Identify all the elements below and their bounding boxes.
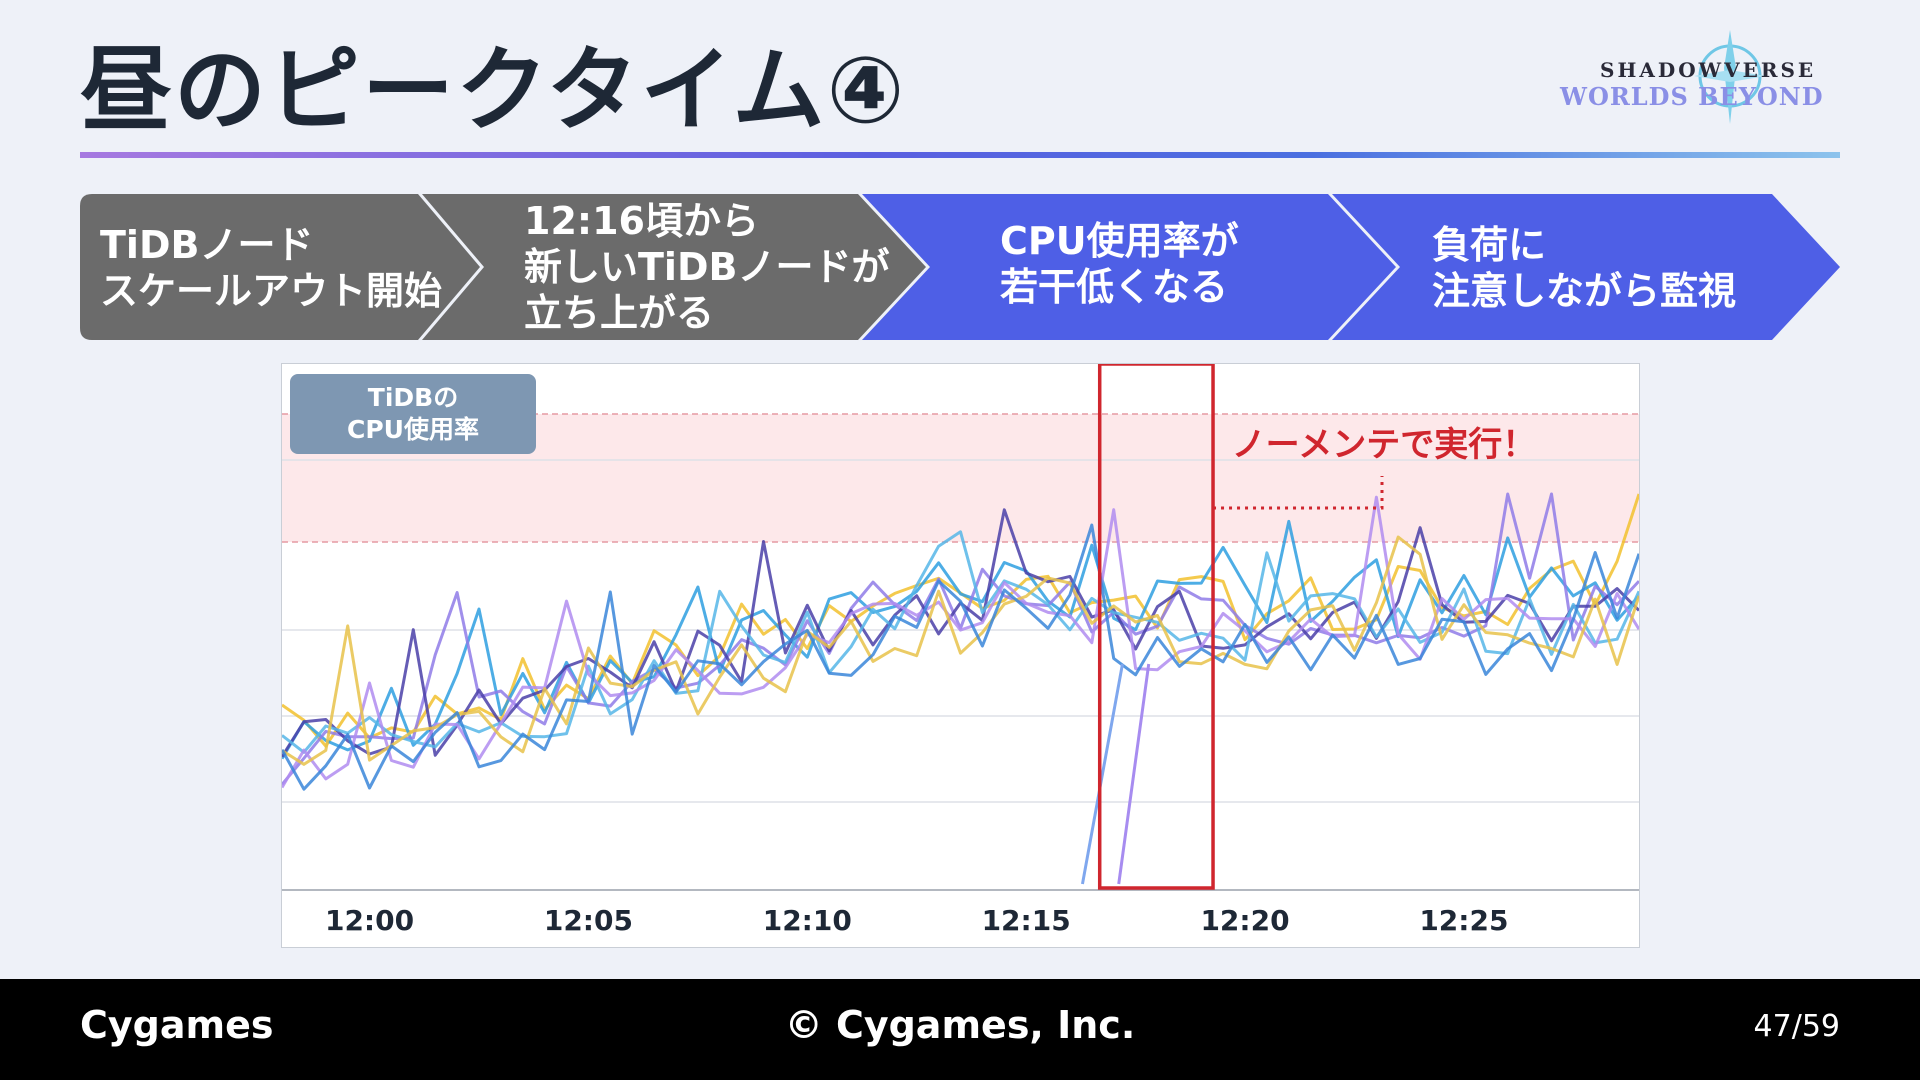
- cygames-logo: Cygames: [80, 1003, 274, 1047]
- cygames-brand-text: Cygames: [80, 1003, 274, 1047]
- scaling-drop-line-1: [1080, 663, 1124, 885]
- page-number: 47/59: [1753, 1009, 1840, 1044]
- process-steps: TiDBノード スケールアウト開始 12:16頃から 新しいTiDBノードが 立…: [80, 194, 1840, 340]
- step-2-label: 12:16頃から 新しいTiDBノードが 立ち上がる: [524, 199, 890, 335]
- step-1-shape: [80, 194, 480, 340]
- x-tick-label-3: 12:15: [982, 904, 1071, 937]
- x-tick-label-5: 12:25: [1419, 904, 1508, 937]
- shadowverse-logo: SHADOWVERSE WORLDS BEYOND: [1560, 22, 1840, 132]
- cpu-series-5: [282, 530, 1639, 754]
- copyright-text: © Cygames, Inc.: [784, 1003, 1136, 1047]
- x-tick-label-2: 12:10: [763, 904, 852, 937]
- x-tick-label-0: 12:00: [325, 904, 414, 937]
- cpu-series-6: [282, 495, 1639, 789]
- x-tick-label-1: 12:05: [544, 904, 633, 937]
- footer: Cygames © Cygames, Inc. 47/59: [0, 979, 1920, 1080]
- cpu-series-2: [282, 519, 1639, 760]
- step-2-shape: [422, 194, 926, 340]
- logo-emblem-icon: [1694, 30, 1766, 124]
- step-3-label: CPU使用率が 若干低くなる: [1000, 219, 1239, 309]
- highlight-annotation: ノーメンテで実行！: [1232, 425, 1537, 465]
- cpu-usage-chart: 12:00 12:05 12:10 12:15 12:20 12:25 ノーメンテで実行！ T…: [281, 363, 1640, 948]
- step-1-label: TiDBノード スケールアウト開始: [100, 223, 443, 313]
- slide-title: 昼のピークタイム④: [80, 37, 907, 144]
- chart-title-line-0: TiDBの: [368, 383, 458, 412]
- scaling-drop-line-2: [1117, 663, 1151, 885]
- x-tick-label-4: 12:20: [1200, 904, 1289, 937]
- step-4-label: 負荷に 注意しながら監視: [1432, 223, 1737, 313]
- cpu-series-7: [282, 535, 1639, 766]
- logo-text-top: SHADOWVERSE: [1600, 58, 1817, 82]
- process-chevrons: [80, 194, 1840, 340]
- step-4-shape: [1332, 194, 1840, 340]
- step-3-shape: [862, 194, 1396, 340]
- title-underline: [80, 152, 1840, 158]
- highlight-leader: [1213, 476, 1384, 510]
- chart-title-line-1: CPU使用率: [347, 415, 479, 444]
- cpu-series-8: [282, 523, 1639, 791]
- chart-title-badge: [290, 374, 536, 454]
- highlight-box: [1097, 364, 1215, 890]
- logo-text-bottom: WORLDS BEYOND: [1560, 82, 1824, 111]
- chart-canvas: 12:00 12:05 12:10 12:15 12:20 12:25 ノーメンテで実行！ T…: [282, 364, 1639, 937]
